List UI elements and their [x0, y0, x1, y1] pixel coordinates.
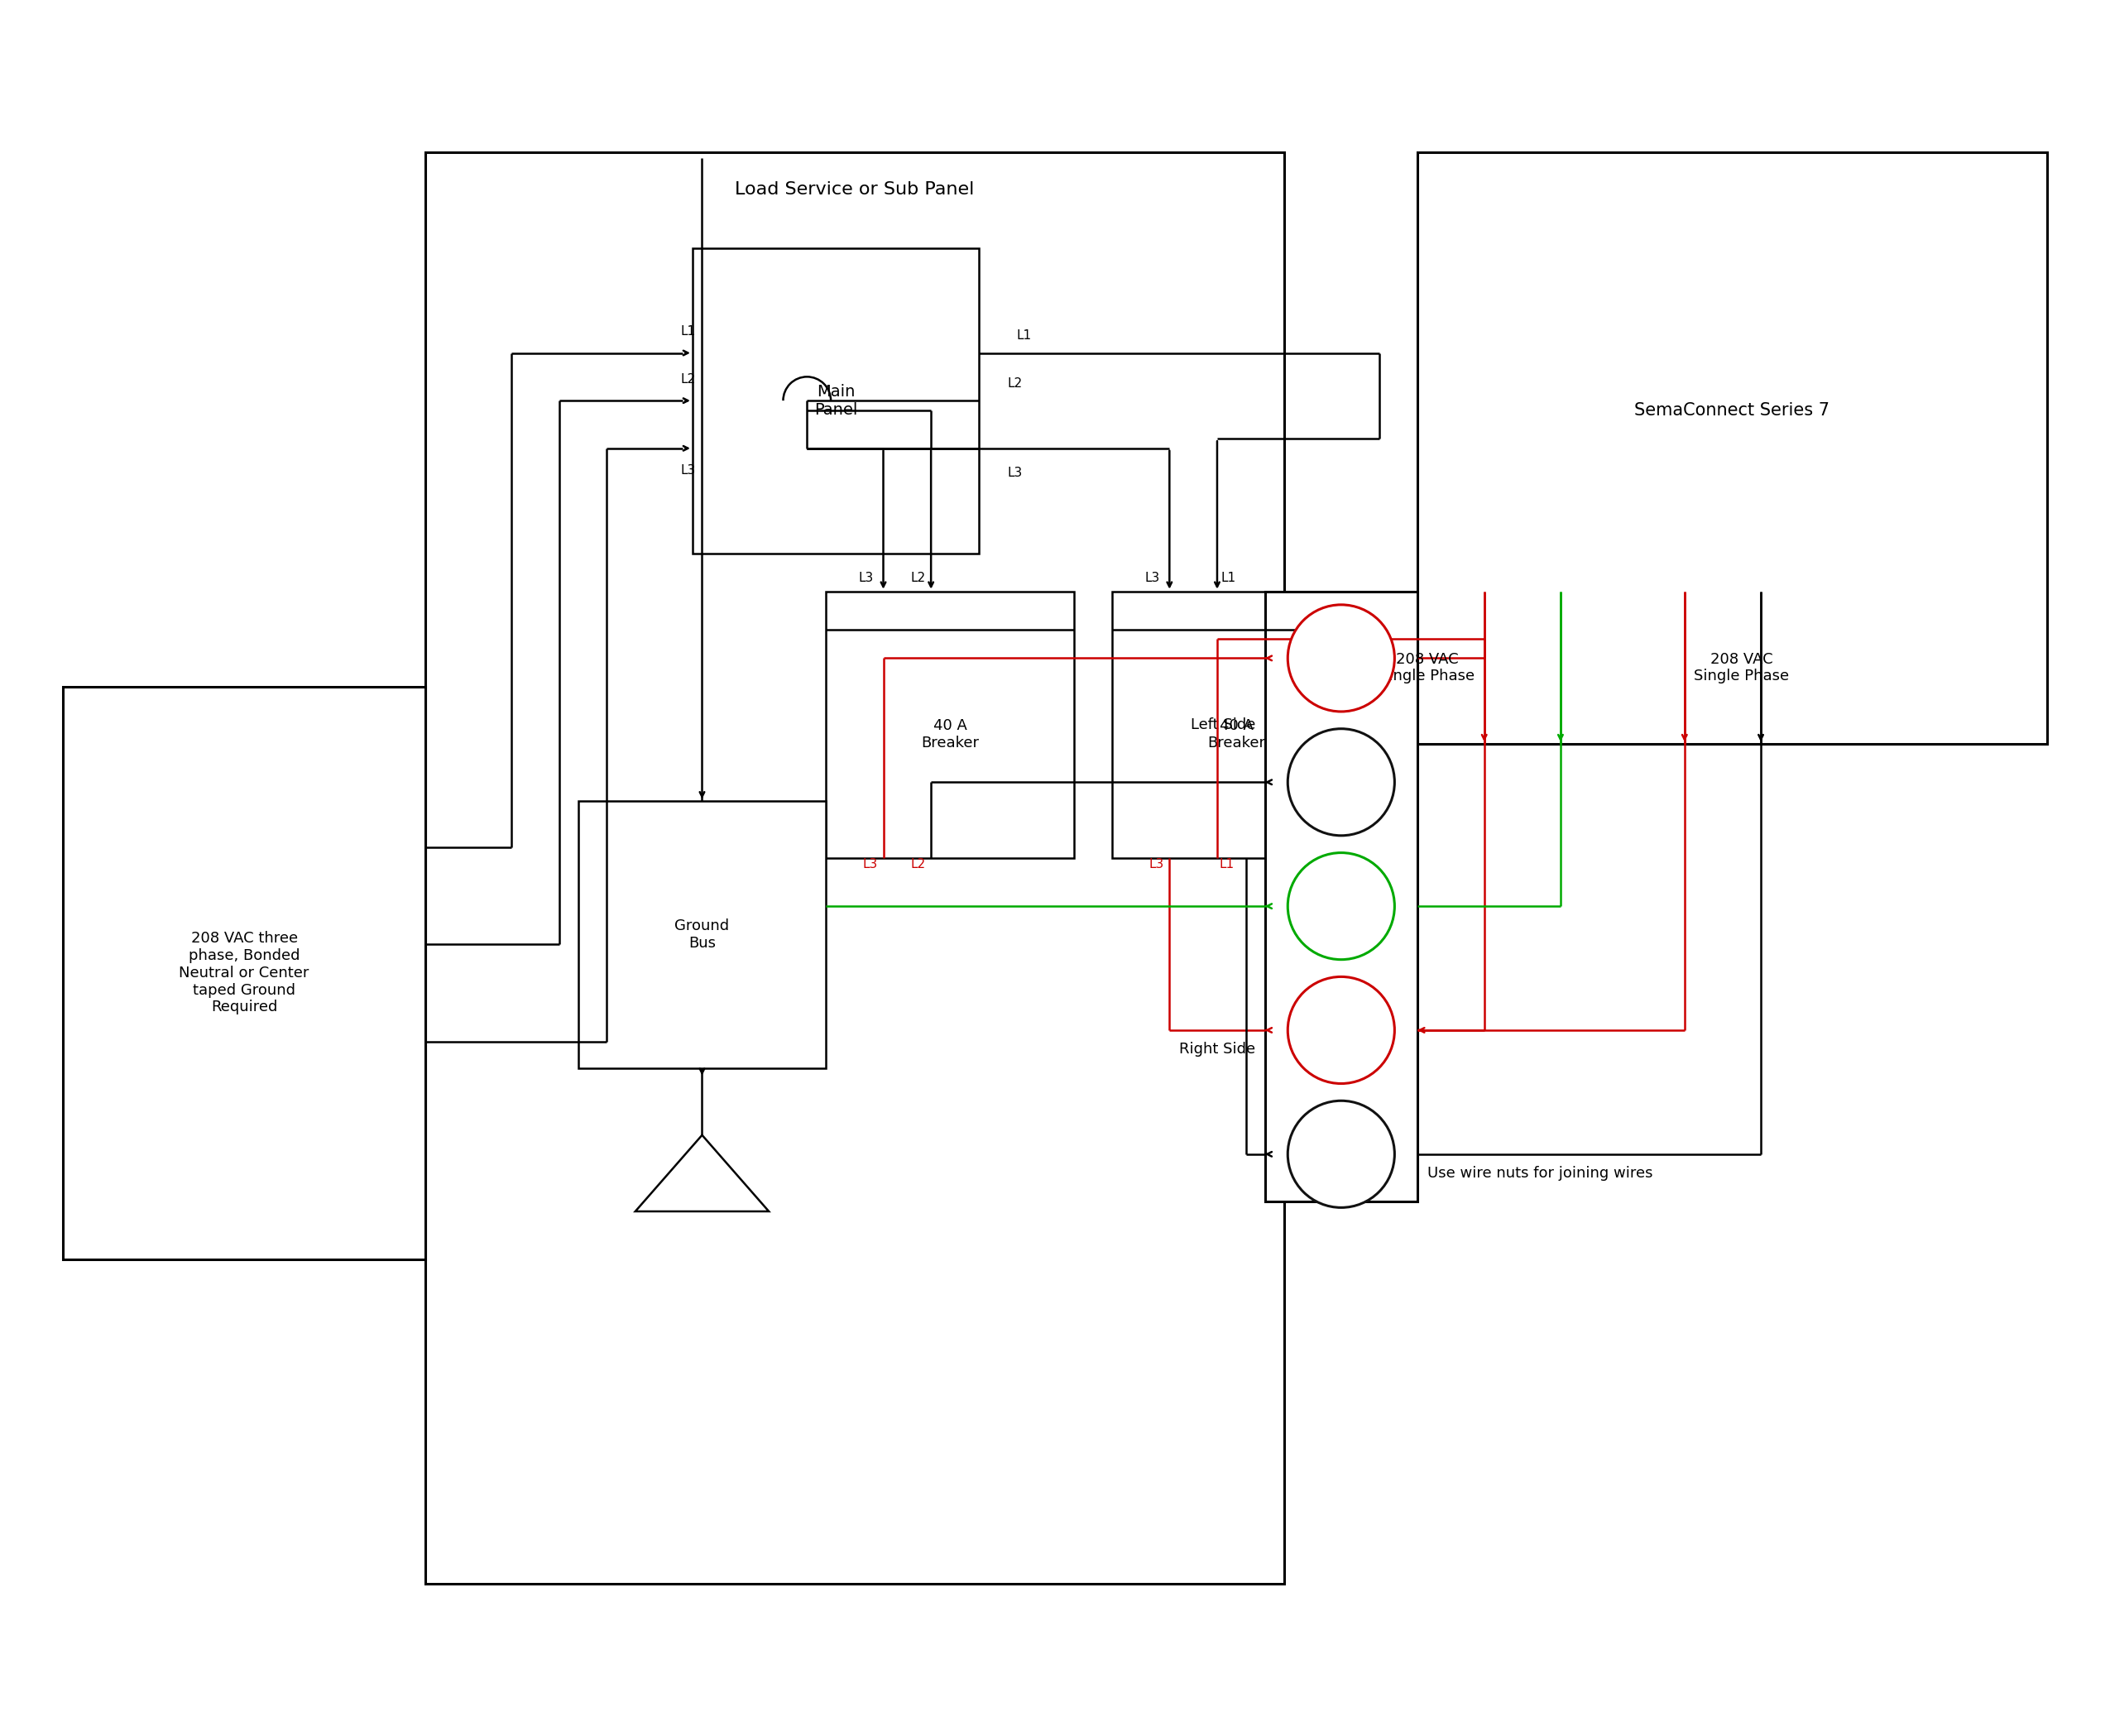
Bar: [1112, 592, 1361, 859]
Text: L2: L2: [679, 373, 696, 385]
Text: Main
Panel: Main Panel: [814, 384, 857, 418]
Text: L3: L3: [1146, 571, 1160, 585]
Text: L1: L1: [1222, 571, 1236, 585]
Text: L3: L3: [859, 571, 874, 585]
Text: 208 VAC
Single Phase: 208 VAC Single Phase: [1380, 651, 1475, 684]
Circle shape: [1287, 604, 1395, 712]
Text: Right Side: Right Side: [1179, 1042, 1255, 1057]
Text: L3: L3: [863, 858, 878, 870]
Text: L3: L3: [1006, 467, 1023, 479]
Text: L3: L3: [679, 465, 696, 477]
Bar: [1264, 592, 1418, 1201]
Text: L2: L2: [1006, 377, 1023, 391]
Bar: [578, 802, 827, 1068]
Text: 208 VAC
Single Phase: 208 VAC Single Phase: [1694, 651, 1789, 684]
Circle shape: [1287, 852, 1395, 960]
Text: 40 A
Breaker: 40 A Breaker: [922, 719, 979, 750]
Circle shape: [1287, 1101, 1395, 1208]
Text: Ground
Bus: Ground Bus: [675, 918, 730, 951]
Circle shape: [1287, 977, 1395, 1083]
Text: L3: L3: [1148, 858, 1165, 870]
Text: L1: L1: [679, 325, 696, 339]
Bar: [426, 153, 1283, 1583]
Text: L1: L1: [1220, 858, 1234, 870]
Text: Use wire nuts for joining wires: Use wire nuts for joining wires: [1426, 1167, 1652, 1180]
Text: L2: L2: [909, 571, 926, 585]
Text: Load Service or Sub Panel: Load Service or Sub Panel: [734, 181, 975, 198]
Text: Left Side: Left Side: [1190, 717, 1255, 733]
Bar: [63, 687, 426, 1259]
Text: SemaConnect Series 7: SemaConnect Series 7: [1635, 401, 1829, 418]
Bar: [827, 592, 1074, 859]
Text: L2: L2: [909, 858, 926, 870]
Bar: [692, 248, 979, 554]
Text: L1: L1: [1017, 330, 1032, 342]
Bar: [1418, 153, 2047, 745]
Text: 208 VAC three
phase, Bonded
Neutral or Center
taped Ground
Required: 208 VAC three phase, Bonded Neutral or C…: [179, 930, 310, 1016]
Text: 40 A
Breaker: 40 A Breaker: [1207, 719, 1266, 750]
Circle shape: [1287, 729, 1395, 835]
